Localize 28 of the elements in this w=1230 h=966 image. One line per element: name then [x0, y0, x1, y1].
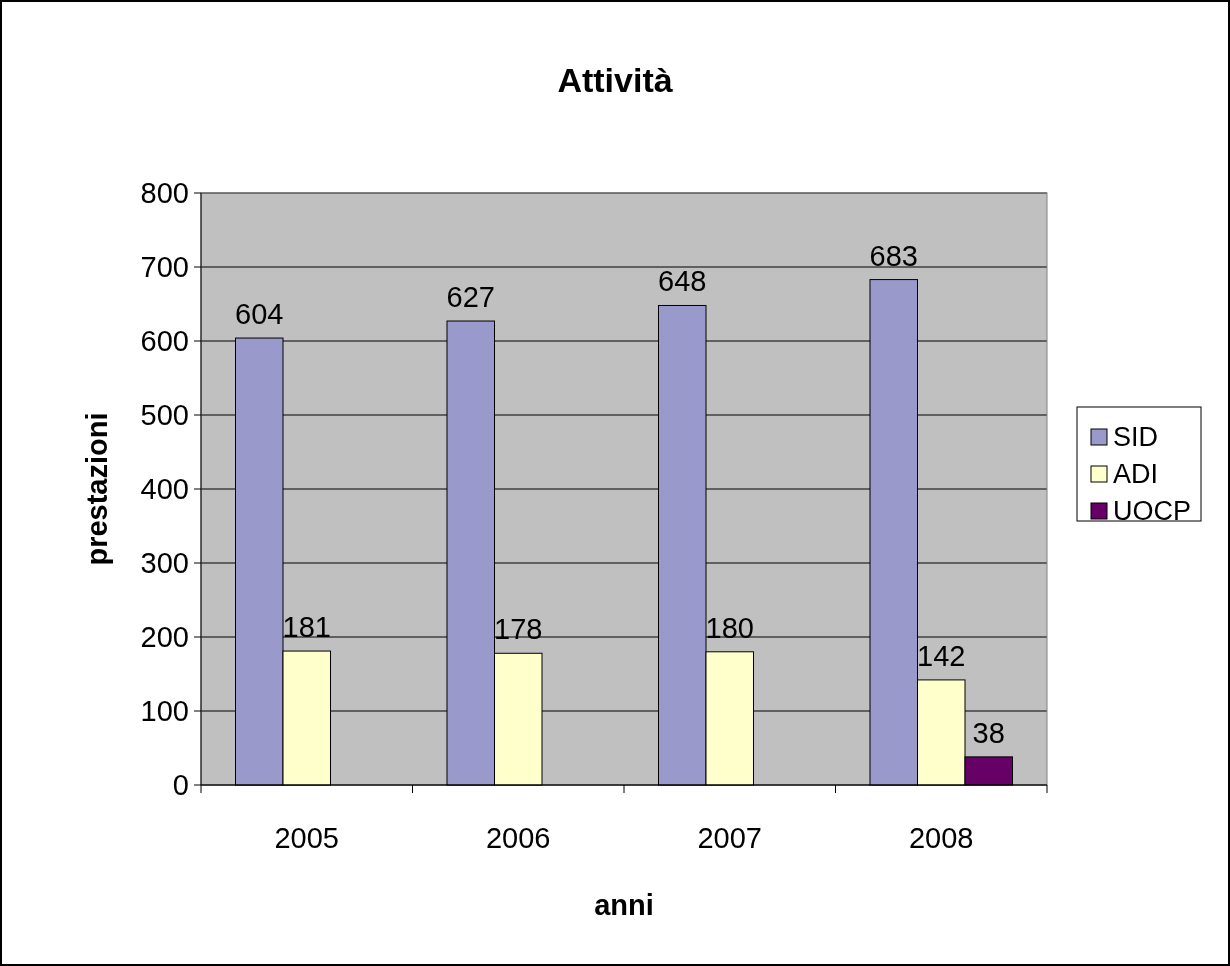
data-label: 178	[494, 613, 543, 646]
y-tick-label: 300	[140, 547, 189, 580]
y-tick-label: 800	[140, 177, 189, 210]
legend-label: UOCP	[1113, 496, 1192, 527]
data-label: 627	[446, 281, 495, 314]
y-tick-label: 700	[140, 251, 189, 284]
x-tick-label: 2008	[908, 822, 974, 854]
x-axis-title: anni	[594, 889, 654, 921]
data-label: 181	[282, 611, 331, 644]
chart-title: Attività	[557, 61, 673, 99]
legend-label: ADI	[1113, 459, 1159, 490]
data-label: 604	[235, 298, 284, 331]
y-axis-title: prestazioni	[81, 412, 113, 566]
x-tick-label: 2007	[697, 822, 763, 854]
y-tick-label: 0	[172, 769, 189, 802]
y-tick-label: 500	[140, 399, 189, 432]
y-tick-label: 200	[140, 621, 189, 654]
data-label: 180	[705, 611, 754, 644]
y-tick-label: 600	[140, 325, 189, 358]
legend-label: SID	[1113, 422, 1159, 453]
data-label: 648	[658, 265, 707, 298]
data-label: 683	[869, 239, 918, 272]
y-tick-label: 100	[140, 695, 189, 728]
x-tick-label: 2006	[485, 822, 551, 854]
data-label: 38	[972, 716, 1005, 749]
x-tick-label: 2005	[274, 822, 340, 854]
y-tick-label: 400	[140, 473, 189, 506]
data-label: 142	[917, 639, 966, 672]
